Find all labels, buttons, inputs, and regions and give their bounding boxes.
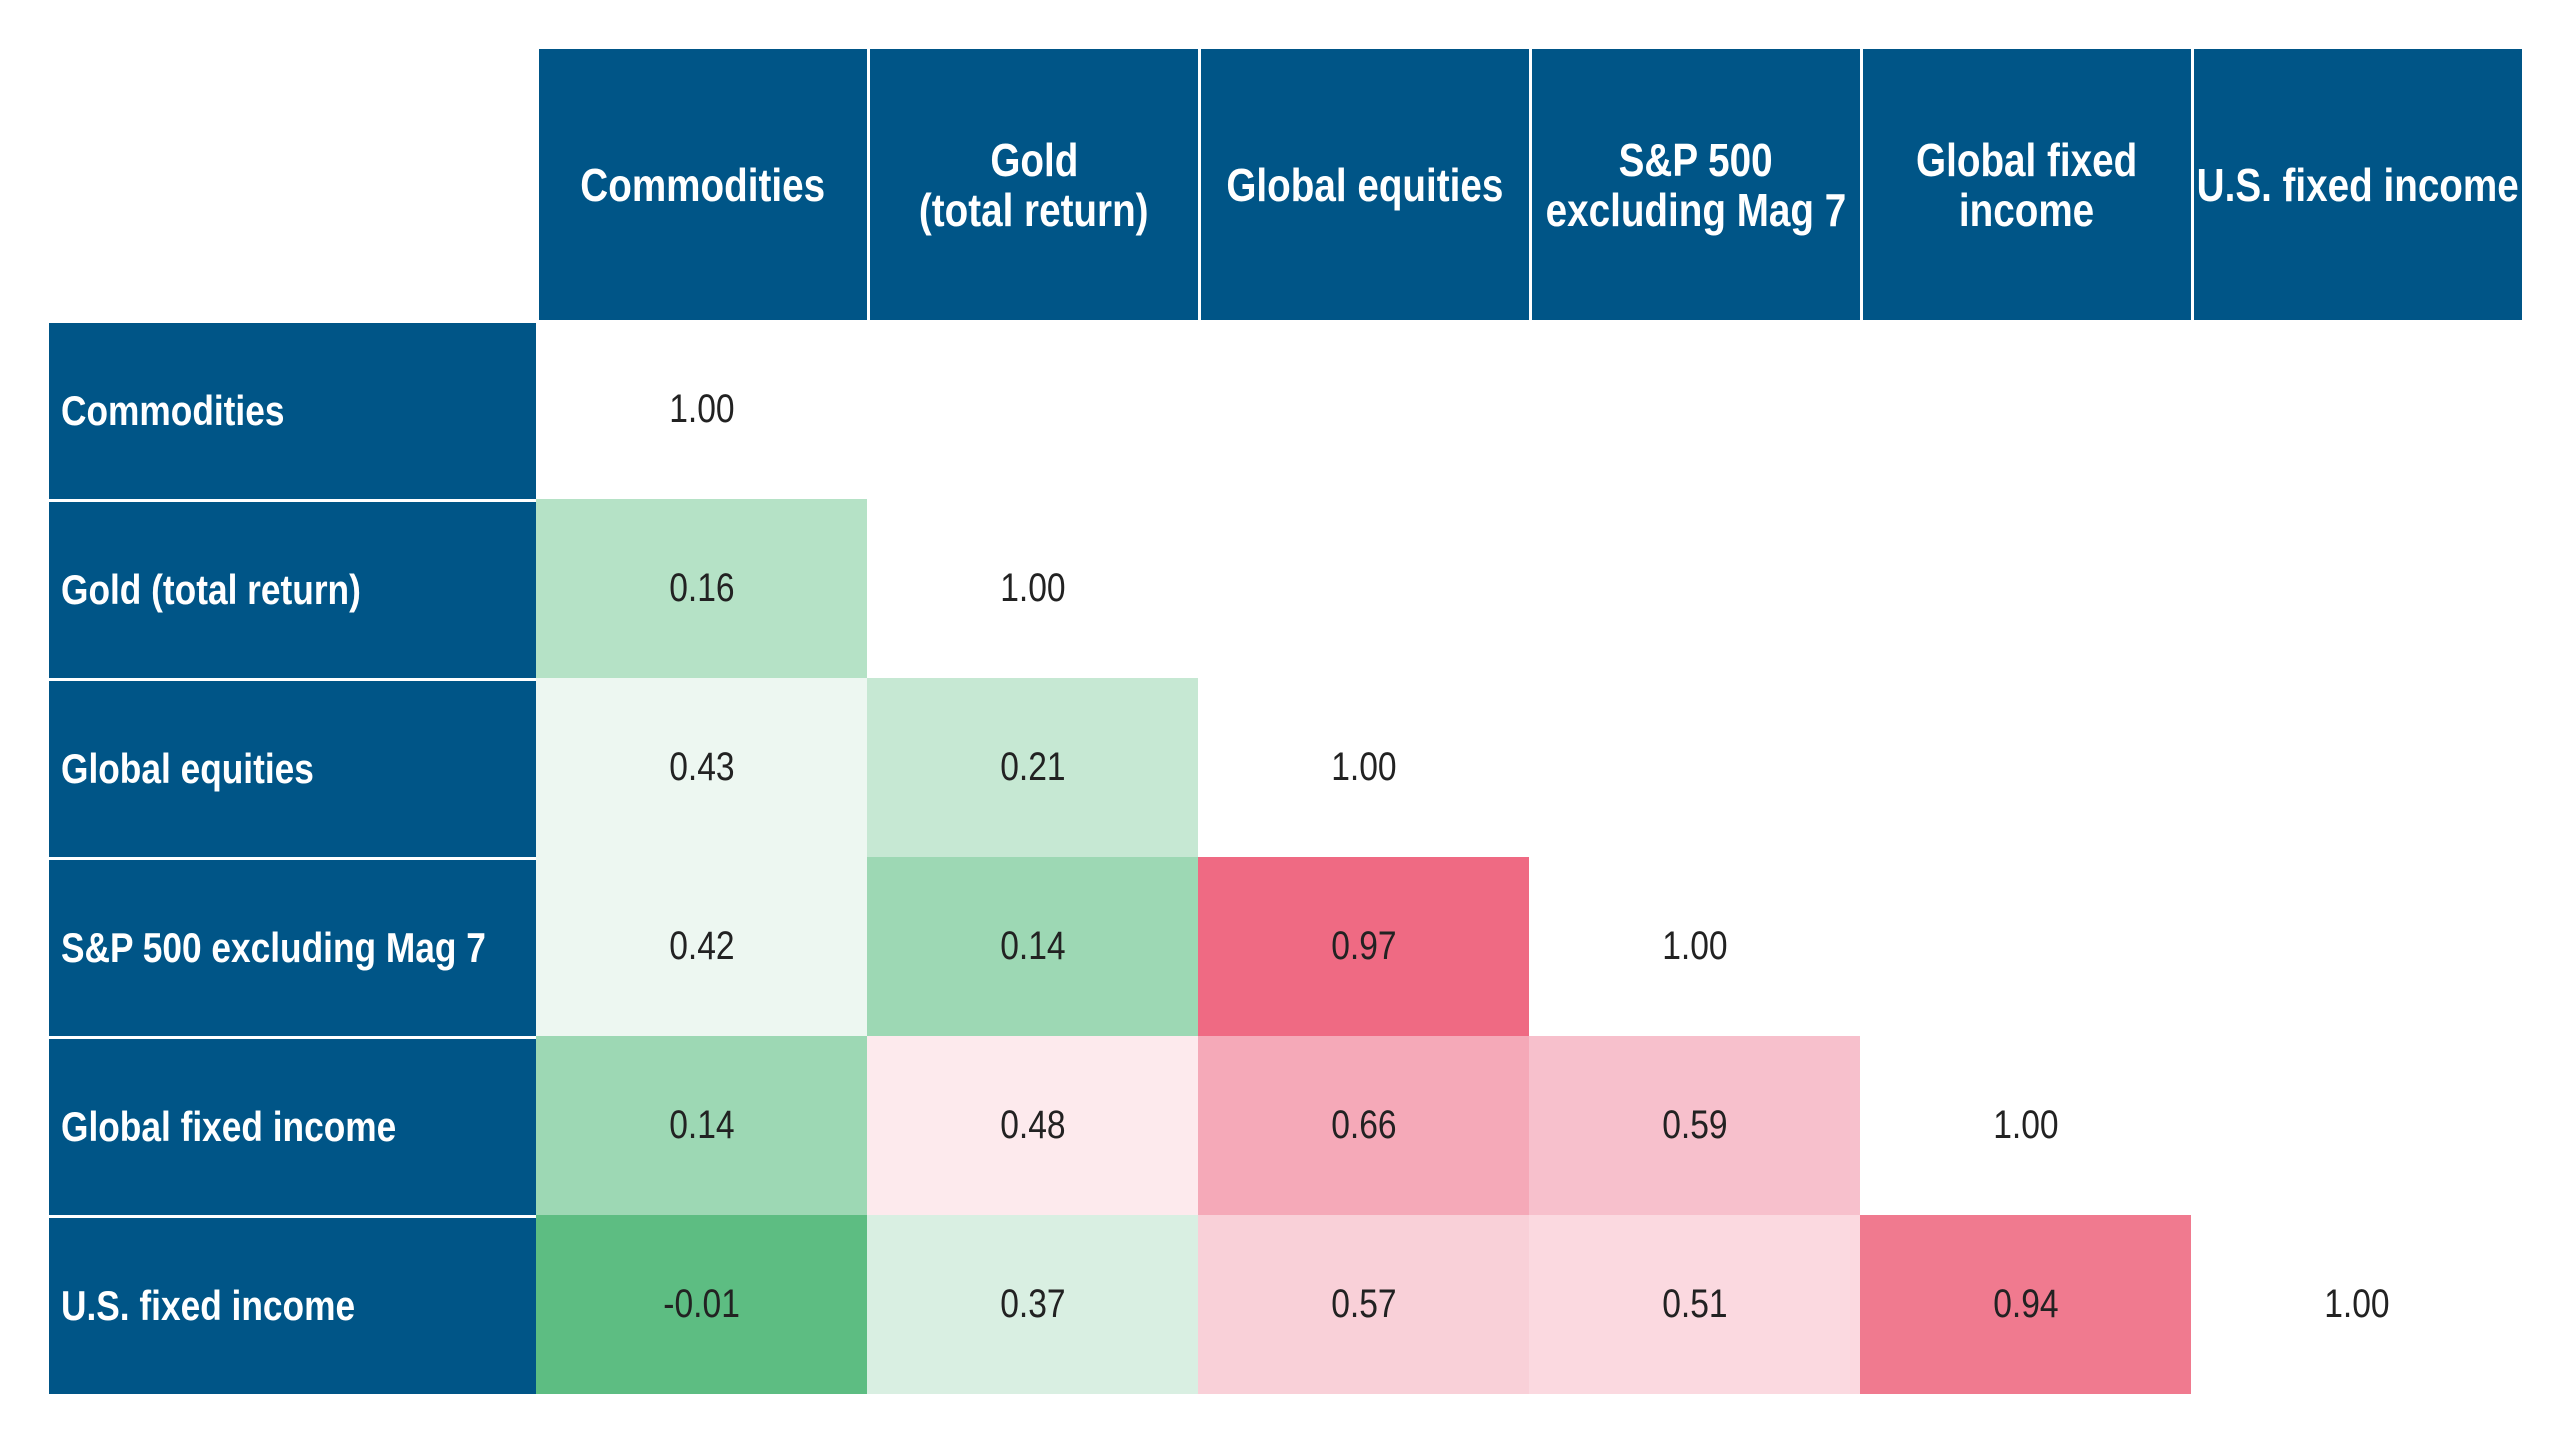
correlation-cell: 0.97 [1198, 857, 1529, 1036]
row-label: Gold (total return) [49, 499, 536, 678]
header-line: (total return) [897, 185, 1170, 235]
correlation-cell: 1.00 [2191, 1215, 2522, 1394]
cell-value: 0.21 [999, 745, 1066, 789]
cell-value: 1.00 [1330, 745, 1397, 789]
cell-value: -0.01 [663, 1282, 740, 1326]
header-line: Global fixed [1895, 135, 2158, 185]
correlation-cell: 0.37 [867, 1215, 1198, 1394]
cell-value: 0.51 [1661, 1282, 1728, 1326]
correlation-cell: 0.94 [1860, 1215, 2191, 1394]
row-label-text: Gold (total return) [61, 566, 361, 613]
header-text: Global equities [1226, 158, 1504, 211]
correlation-cell: 1.00 [867, 499, 1198, 678]
header-line: Global equities [1200, 160, 1530, 210]
correlation-cell: 1.00 [536, 320, 867, 499]
row-label: Global equities [49, 678, 536, 857]
correlation-cell: 1.00 [1198, 678, 1529, 857]
header-text: Global fixed [1916, 133, 2138, 186]
column-header: Gold (total return) [867, 49, 1198, 320]
correlation-cell: 0.16 [536, 499, 867, 678]
cell-value: 1.00 [1661, 924, 1728, 968]
row-label-text: Commodities [61, 387, 285, 434]
cell-value: 1.00 [668, 387, 735, 431]
row-label: U.S. fixed income [49, 1215, 536, 1394]
cell-value: 0.94 [1992, 1282, 2059, 1326]
cell-value: 0.97 [1330, 924, 1397, 968]
cell-value: 0.48 [999, 1103, 1066, 1147]
column-header: Commodities [536, 49, 867, 320]
correlation-cell: 0.57 [1198, 1215, 1529, 1394]
column-header: Global equities [1198, 49, 1529, 320]
correlation-cell: 0.21 [867, 678, 1198, 857]
header-text: S&P 500 [1619, 133, 1773, 186]
row-label: Global fixed income [49, 1036, 536, 1215]
header-text: (total return) [919, 183, 1149, 236]
cell-value: 1.00 [1992, 1103, 2059, 1147]
row-label-text: Global equities [61, 745, 314, 792]
header-line: S&P 500 [1604, 135, 1787, 185]
correlation-cell: 1.00 [1860, 1036, 2191, 1215]
column-header: S&P 500 excluding Mag 7 [1529, 49, 1860, 320]
correlation-cell: 0.42 [536, 857, 867, 1036]
header-line: excluding Mag 7 [1517, 185, 1875, 235]
cell-value: 1.00 [2323, 1282, 2390, 1326]
cell-value: 0.16 [668, 566, 735, 610]
row-label-text: Global fixed income [61, 1103, 397, 1150]
correlation-cell: -0.01 [536, 1215, 867, 1394]
header-line: U.S. fixed income [2166, 160, 2549, 210]
cell-value: 0.14 [668, 1103, 735, 1147]
correlation-cell: 0.43 [536, 678, 867, 857]
cell-value: 0.59 [1661, 1103, 1728, 1147]
cell-value: 1.00 [999, 566, 1066, 610]
correlation-cell: 0.48 [867, 1036, 1198, 1215]
correlation-cell: 1.00 [1529, 857, 1860, 1036]
header-text: Gold [989, 133, 1078, 186]
header-line: Gold [982, 135, 1087, 185]
header-line: income [1946, 185, 2107, 235]
row-label: S&P 500 excluding Mag 7 [49, 857, 536, 1036]
cell-value: 0.66 [1330, 1103, 1397, 1147]
correlation-cell: 0.66 [1198, 1036, 1529, 1215]
header-text: excluding Mag 7 [1545, 183, 1847, 236]
row-label-text: S&P 500 excluding Mag 7 [61, 924, 486, 971]
row-label: Commodities [49, 320, 536, 499]
column-header: U.S. fixed income [2191, 49, 2522, 320]
cell-value: 0.42 [668, 924, 735, 968]
cell-value: 0.43 [668, 745, 735, 789]
cell-value: 0.14 [999, 924, 1066, 968]
header-text: U.S. fixed income [2196, 158, 2520, 211]
header-text: Commodities [580, 158, 826, 211]
correlation-cell: 0.14 [536, 1036, 867, 1215]
correlation-cell: 0.14 [867, 857, 1198, 1036]
column-header: Global fixed income [1860, 49, 2191, 320]
cell-value: 0.57 [1330, 1282, 1397, 1326]
cell-value: 0.37 [999, 1282, 1066, 1326]
header-text: income [1959, 183, 2095, 236]
correlation-cell: 0.51 [1529, 1215, 1860, 1394]
row-label-text: U.S. fixed income [61, 1282, 356, 1329]
header-line: Commodities [557, 160, 848, 210]
correlation-cell: 0.59 [1529, 1036, 1860, 1215]
